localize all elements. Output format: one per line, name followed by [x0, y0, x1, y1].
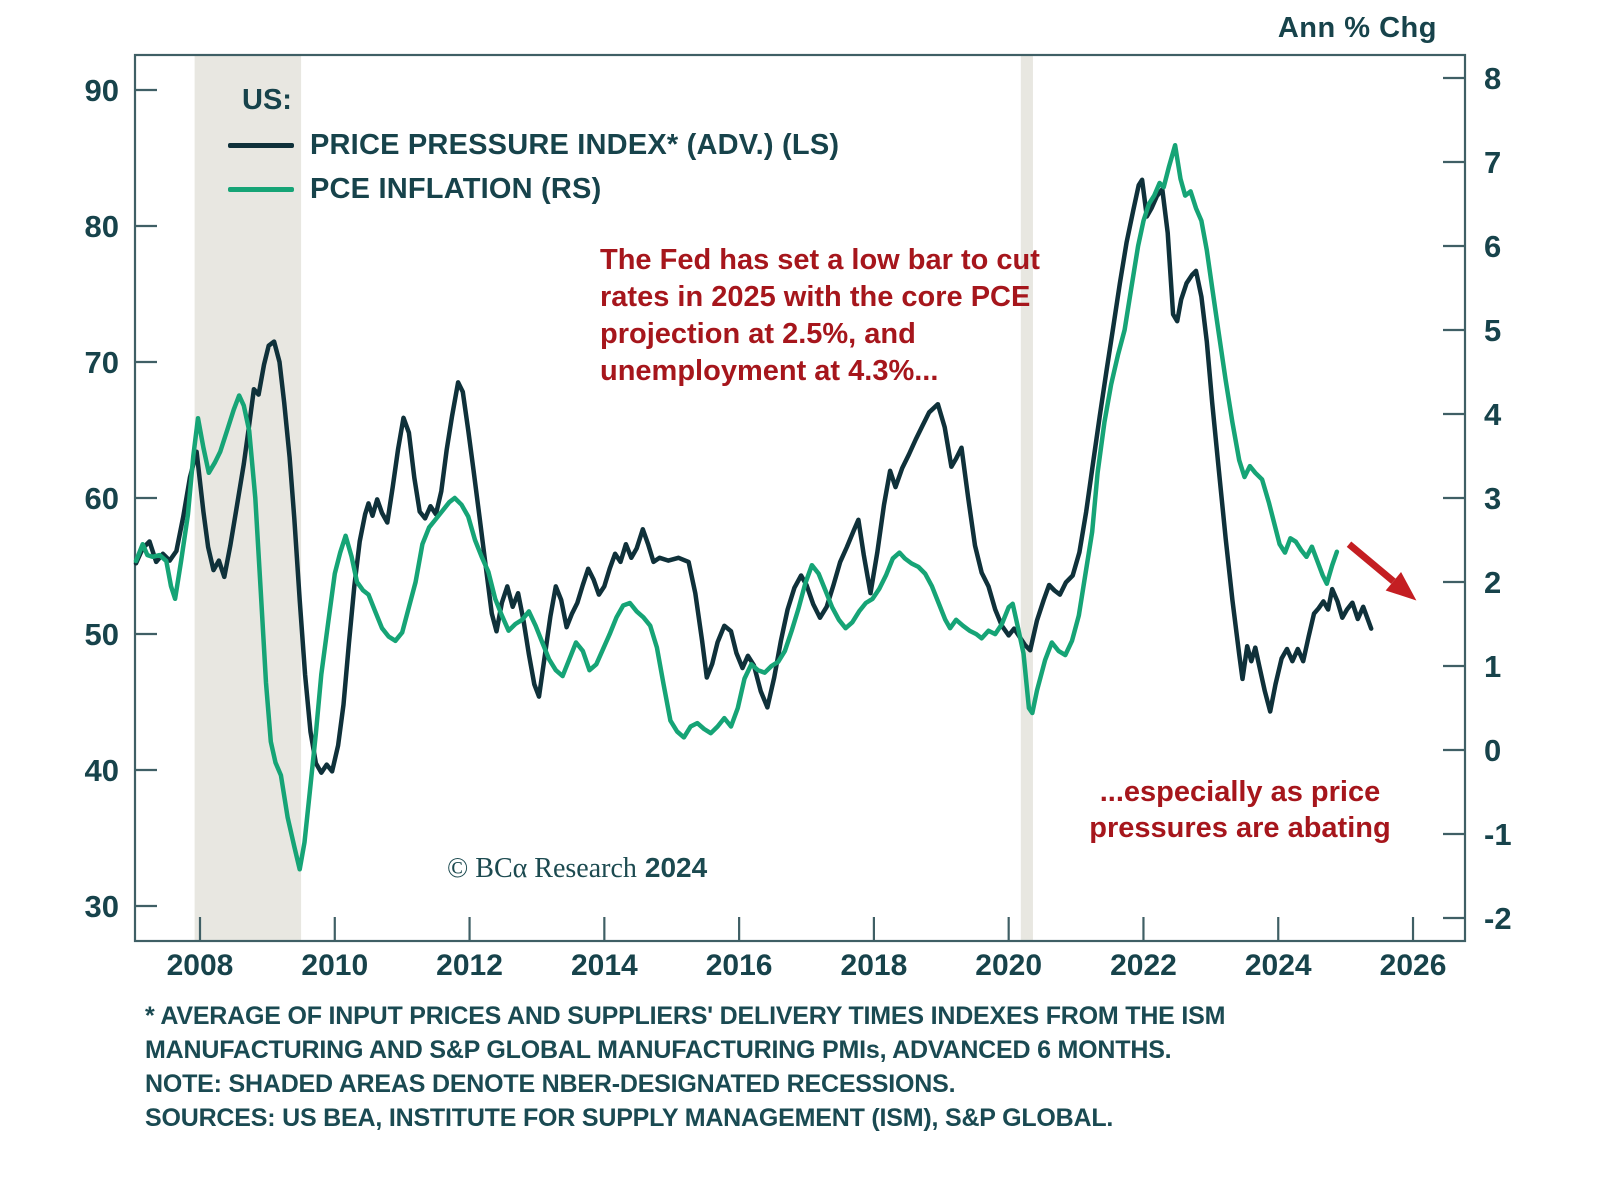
footnotes: * AVERAGE OF INPUT PRICES AND SUPPLIERS'…	[145, 999, 1405, 1135]
right-axis-title: Ann % Chg	[1277, 12, 1437, 44]
left-axis-tick-label: 60	[85, 481, 119, 516]
right-axis-tick-label: 7	[1484, 145, 1501, 180]
fed-annotation-line: unemployment at 4.3%...	[600, 355, 939, 387]
copyright-text: © BCα Research	[447, 853, 637, 884]
abating-annotation-line: pressures are abating	[1089, 812, 1391, 844]
footnote-line: * AVERAGE OF INPUT PRICES AND SUPPLIERS'…	[145, 1002, 1226, 1030]
right-axis-tick-label: 6	[1484, 229, 1501, 264]
right-axis-tick-label: 3	[1484, 481, 1501, 516]
footnote-line: MANUFACTURING AND S&P GLOBAL MANUFACTURI…	[145, 1036, 1172, 1064]
footnote-line: NOTE: SHADED AREAS DENOTE NBER-DESIGNATE…	[145, 1070, 956, 1098]
pce-inflation-line-swatch	[228, 186, 294, 192]
copyright-year: 2024	[644, 852, 708, 883]
right-axis-tick-label: -2	[1484, 901, 1512, 936]
footnote-line: SOURCES: US BEA, INSTITUTE FOR SUPPLY MA…	[145, 1104, 1114, 1132]
x-axis-tick-label: 2010	[301, 949, 368, 982]
right-axis-tick-label: 8	[1484, 61, 1501, 96]
x-axis-tick-label: 2022	[1110, 949, 1177, 982]
price-pressure-index-line	[133, 177, 1374, 775]
right-axis-tick-label: 1	[1484, 649, 1501, 684]
left-axis-tick-label: 30	[85, 889, 119, 924]
abating-annotation: ...especially as price pressures are aba…	[1072, 774, 1408, 846]
right-axis-tick-label: -1	[1484, 817, 1512, 852]
fed-annotation-line: rates in 2025 with the core PCE	[600, 281, 1031, 313]
x-axis-tick-label: 2024	[1245, 949, 1312, 982]
recession-band	[1020, 55, 1033, 941]
x-axis-tick-label: 2018	[841, 949, 908, 982]
legend-item-price-pressure: PRICE PRESSURE INDEX* (ADV.) (LS)	[228, 123, 839, 167]
right-axis-tick-label: 4	[1484, 397, 1502, 432]
legend: US: PRICE PRESSURE INDEX* (ADV.) (LS) PC…	[228, 84, 839, 211]
x-axis-tick-label: 2020	[975, 949, 1042, 982]
legend-header: US:	[242, 84, 292, 116]
right-axis-tick-label: 2	[1484, 565, 1501, 600]
x-axis-tick-label: 2014	[571, 949, 638, 982]
fed-annotation: The Fed has set a low bar to cut rates i…	[600, 242, 1120, 390]
left-axis-tick-label: 70	[85, 345, 119, 380]
left-axis-tick-label: 50	[85, 617, 119, 652]
fed-annotation-line: The Fed has set a low bar to cut	[600, 244, 1040, 276]
legend-item-pce-inflation: PCE INFLATION (RS)	[228, 167, 839, 211]
abating-annotation-line: ...especially as price	[1099, 776, 1381, 808]
fed-annotation-line: projection at 2.5%, and	[600, 318, 916, 350]
left-axis-tick-label: 90	[85, 73, 119, 108]
copyright: © BCα Research 2024	[447, 852, 707, 885]
downward-arrow-shaft	[1346, 541, 1396, 584]
x-axis-tick-label: 2008	[167, 949, 234, 982]
pce-inflation-line	[133, 142, 1340, 872]
x-axis-tick-label: 2026	[1380, 949, 1447, 982]
x-axis-tick-label: 2012	[436, 949, 503, 982]
left-axis-tick-label: 40	[85, 753, 119, 788]
right-axis-tick-label: 5	[1484, 313, 1501, 348]
price-pressure-line-swatch	[228, 142, 294, 148]
legend-label-pce-inflation: PCE INFLATION (RS)	[310, 172, 602, 205]
downward-arrow-head	[1385, 572, 1417, 601]
legend-label-price-pressure: PRICE PRESSURE INDEX* (ADV.) (LS)	[310, 128, 840, 161]
right-axis-tick-label: 0	[1484, 733, 1501, 768]
x-axis-tick-label: 2016	[706, 949, 773, 982]
left-axis-tick-label: 80	[85, 209, 119, 244]
